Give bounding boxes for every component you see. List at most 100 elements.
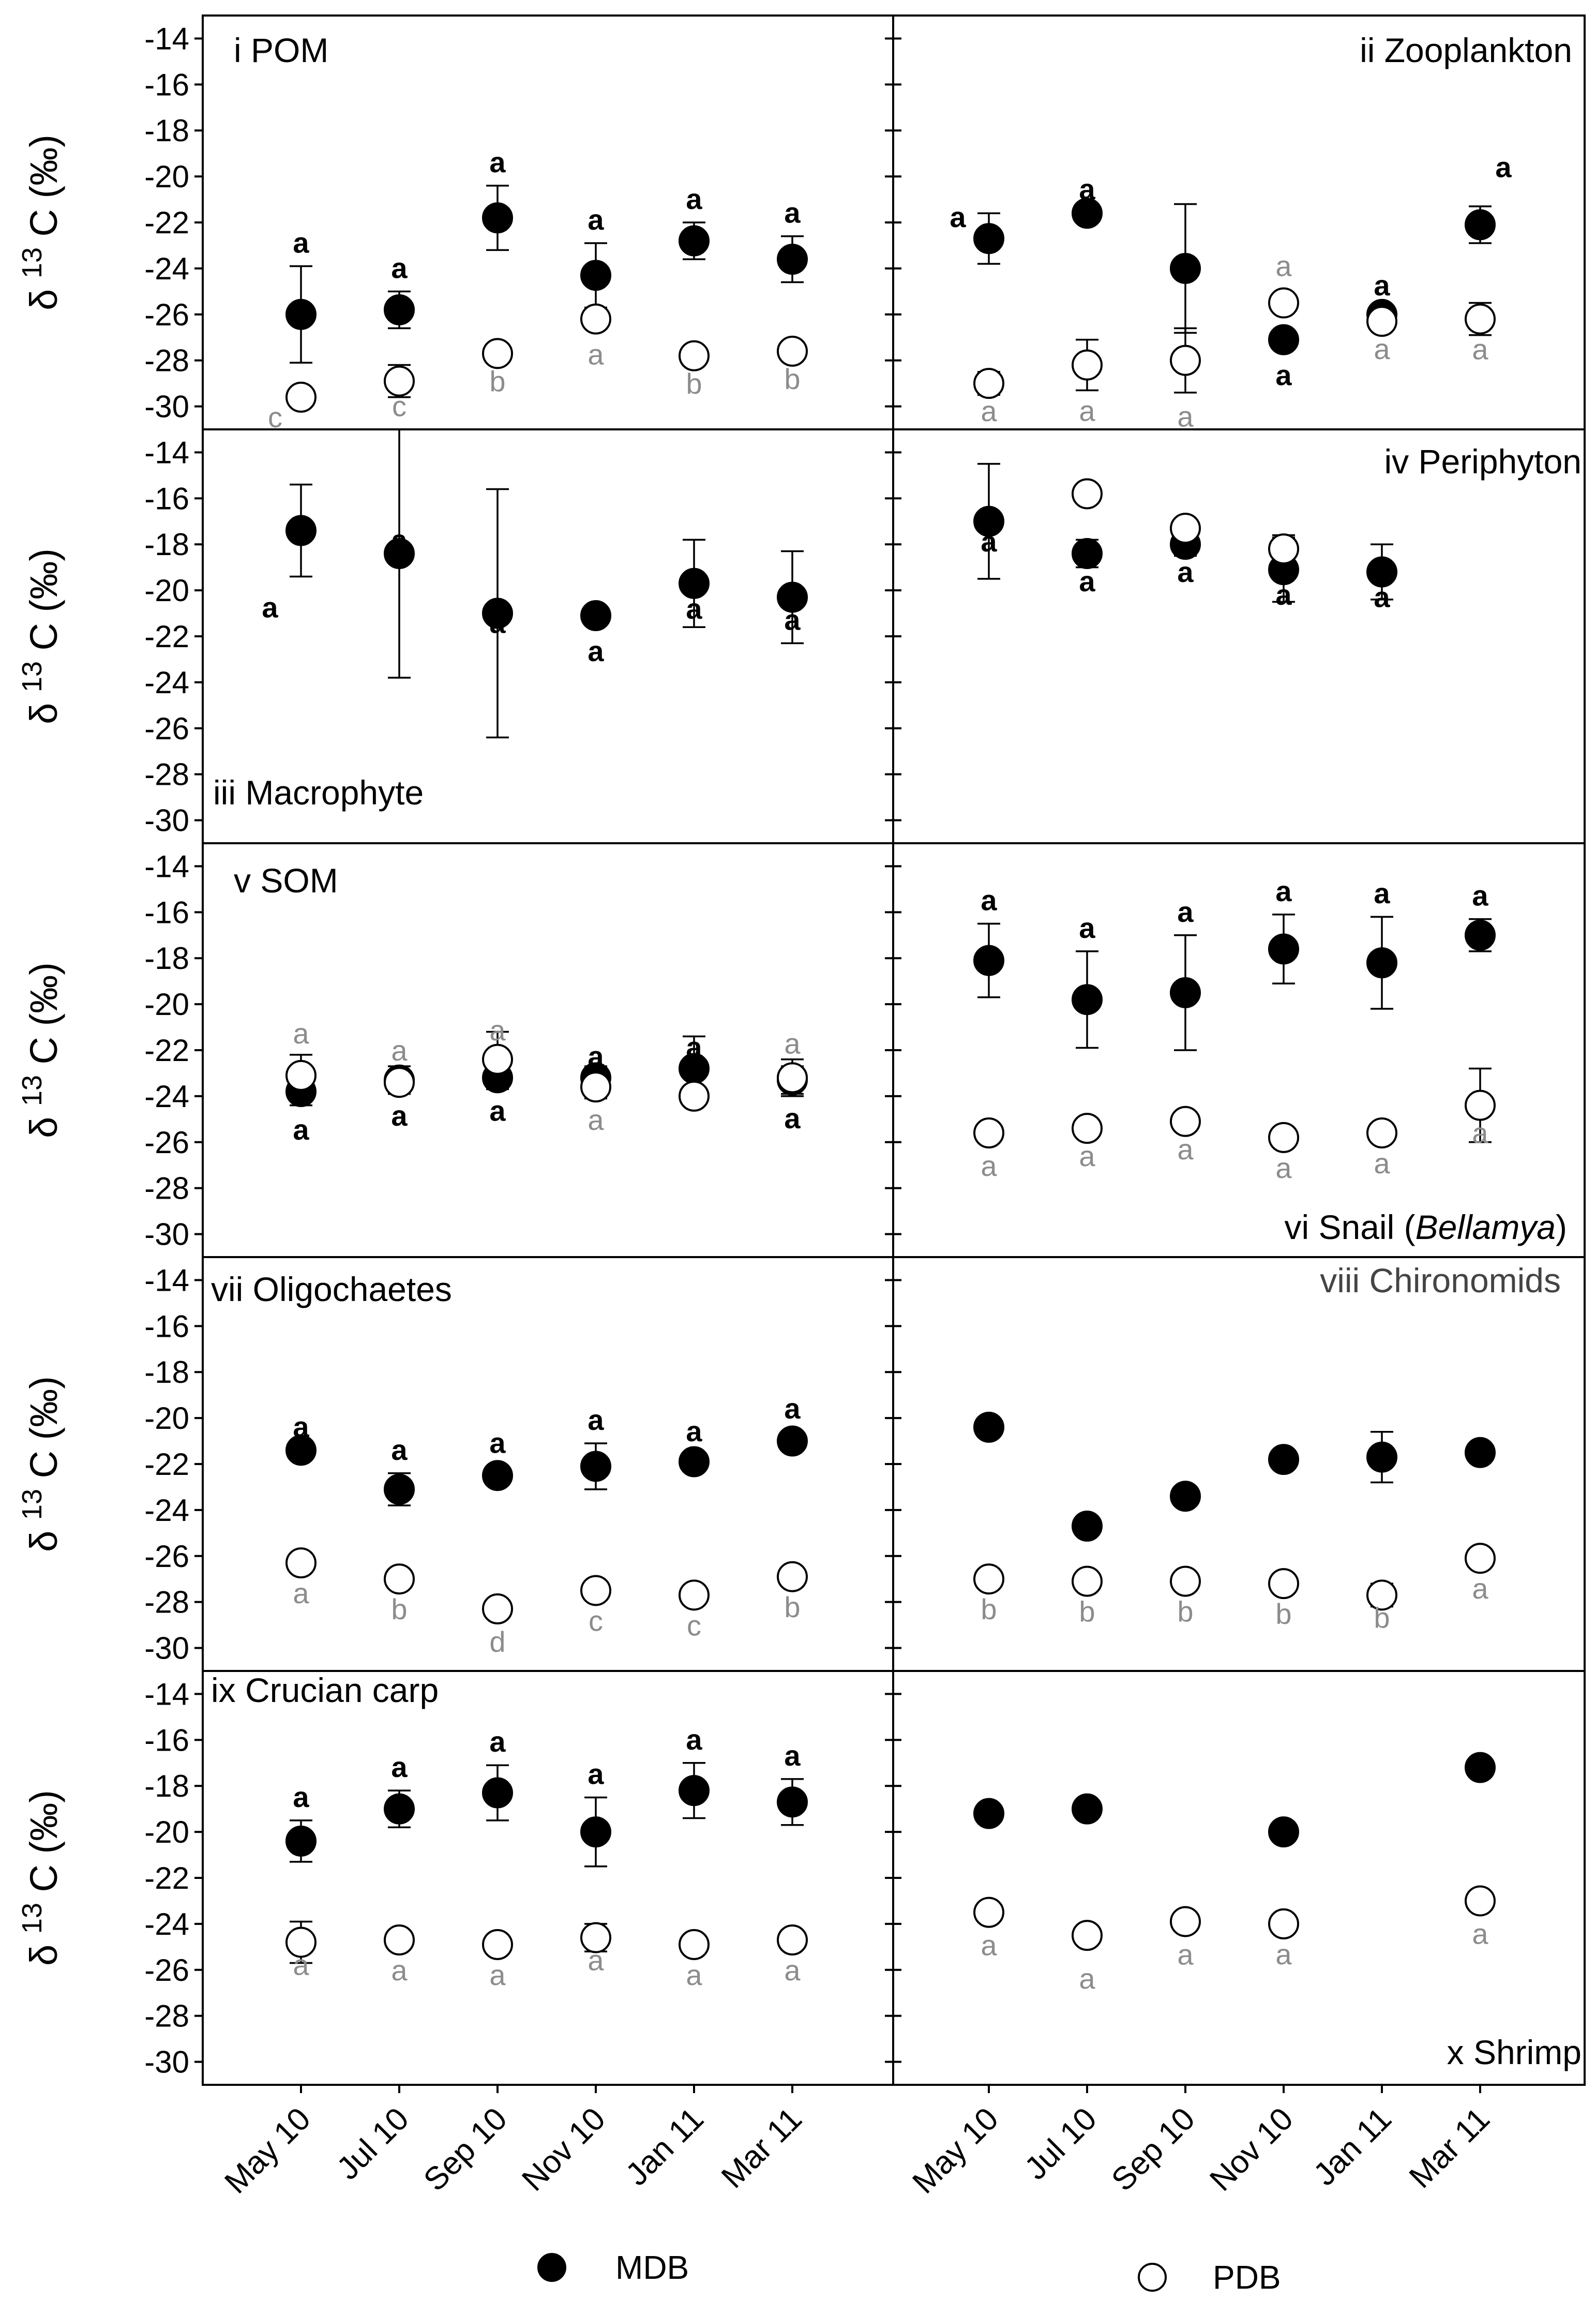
significance-letter: a xyxy=(1177,1133,1194,1166)
legend-item-pdb: PDB xyxy=(1138,2259,1281,2296)
panel-title: x Shrimp xyxy=(1447,2033,1582,2071)
data-point xyxy=(285,381,317,413)
data-point xyxy=(1072,1511,1103,1542)
significance-letter: b xyxy=(489,365,505,397)
significance-letter: a xyxy=(981,395,997,427)
data-point xyxy=(1268,1444,1299,1475)
data-point xyxy=(1170,977,1201,1008)
data-point xyxy=(482,1593,513,1624)
y-tick-label: -24 xyxy=(144,251,189,286)
significance-letter: c xyxy=(589,1604,603,1637)
data-point xyxy=(1268,1568,1299,1600)
series-mdb xyxy=(973,1411,1496,1542)
data-point xyxy=(1465,1885,1496,1917)
y-tick-label: -22 xyxy=(144,1861,189,1895)
y-tick-label: -20 xyxy=(144,159,189,194)
data-point xyxy=(1170,1565,1201,1597)
data-point xyxy=(973,505,1004,537)
significance-letter: b xyxy=(1079,1595,1095,1628)
significance-letter: a xyxy=(1079,1140,1095,1172)
significance-letter: a xyxy=(489,1014,506,1047)
significance-letter: a xyxy=(686,183,702,215)
data-point xyxy=(1268,1816,1299,1848)
data-point xyxy=(384,294,415,325)
data-point xyxy=(1072,349,1103,381)
data-point xyxy=(1072,538,1103,569)
significance-letter: a xyxy=(686,1415,702,1447)
significance-letter: a xyxy=(1472,1572,1488,1605)
panel-title: vii Oligochaetes xyxy=(211,1270,452,1308)
significance-letter: a xyxy=(1374,877,1390,909)
y-tick-label: -18 xyxy=(144,527,189,562)
y-tick-label: -14 xyxy=(144,1677,189,1711)
significance-letter: a xyxy=(1177,1938,1194,1970)
significance-letter: a xyxy=(588,338,604,371)
data-point xyxy=(1170,252,1201,284)
data-point xyxy=(1465,1543,1496,1574)
data-point xyxy=(1072,198,1103,229)
data-point xyxy=(580,1451,611,1482)
y-tick-label: -20 xyxy=(144,1401,189,1436)
y-axis-label: δ 13 C (‰) xyxy=(17,135,65,310)
panels-layer: -30 -28 -26 -24 -22 -20 -18 -16 -14 δ 13 C (‰) i P… xyxy=(17,14,1586,2093)
significance-letter: a xyxy=(293,1948,309,1981)
significance-letter: a xyxy=(588,1040,604,1072)
significance-letter: a xyxy=(1472,1117,1488,1149)
y-tick-label: -28 xyxy=(144,1171,189,1206)
significance-letter: a xyxy=(1374,1147,1390,1180)
data-point xyxy=(580,303,611,335)
data-point xyxy=(285,1547,317,1579)
series-mdb: a a a a a a xyxy=(262,428,808,739)
data-point xyxy=(285,1825,317,1857)
significance-letter: b xyxy=(784,363,800,395)
significance-letter: a xyxy=(1177,246,1194,279)
data-point xyxy=(1268,1122,1299,1153)
series-pdb: a b d c c b xyxy=(285,1547,808,1658)
data-point xyxy=(1072,1793,1103,1825)
y-tick-label: -14 xyxy=(144,435,189,470)
significance-letter: a xyxy=(293,1577,309,1609)
significance-letter: b xyxy=(1275,1598,1291,1630)
data-point xyxy=(580,1575,611,1606)
data-point xyxy=(973,1897,1004,1928)
data-point xyxy=(384,1473,415,1505)
data-point xyxy=(679,225,710,257)
data-point xyxy=(679,568,710,599)
significance-letter: a xyxy=(391,1034,408,1067)
data-point xyxy=(384,1067,415,1098)
y-tick-label: -26 xyxy=(144,1125,189,1160)
data-point xyxy=(285,1435,317,1466)
data-point xyxy=(973,1563,1004,1595)
y-tick-label: -16 xyxy=(144,481,189,516)
legend-label: PDB xyxy=(1213,2259,1281,2296)
significance-letter: a xyxy=(784,1392,801,1425)
significance-letter: a xyxy=(1374,581,1390,614)
data-point xyxy=(1170,1481,1201,1512)
legend-label: MDB xyxy=(615,2249,689,2286)
data-point xyxy=(679,1775,710,1807)
significance-letter: c xyxy=(687,1609,701,1641)
y-axis-label: δ 13 C (‰) xyxy=(17,1376,65,1552)
significance-letter: a xyxy=(981,1149,997,1182)
significance-letter: a xyxy=(686,592,702,625)
data-point xyxy=(1366,306,1397,337)
significance-letter: c xyxy=(268,401,282,434)
significance-letter: a xyxy=(293,1113,309,1146)
y-tick-label: -14 xyxy=(144,1263,189,1297)
significance-letter: b xyxy=(784,1591,800,1623)
data-point xyxy=(973,1117,1004,1148)
significance-letter: a xyxy=(293,1781,309,1813)
data-point xyxy=(1268,324,1299,355)
data-point xyxy=(777,1786,808,1818)
significance-letter: a xyxy=(1275,359,1292,392)
data-point xyxy=(285,1927,317,1958)
data-point xyxy=(777,1924,808,1955)
data-point xyxy=(1072,1113,1103,1144)
legend-item-mdb: MDB xyxy=(537,2249,689,2286)
significance-letter: a xyxy=(588,1757,604,1790)
data-point xyxy=(1268,533,1299,565)
panel-title: ii Zooplankton xyxy=(1360,31,1572,69)
